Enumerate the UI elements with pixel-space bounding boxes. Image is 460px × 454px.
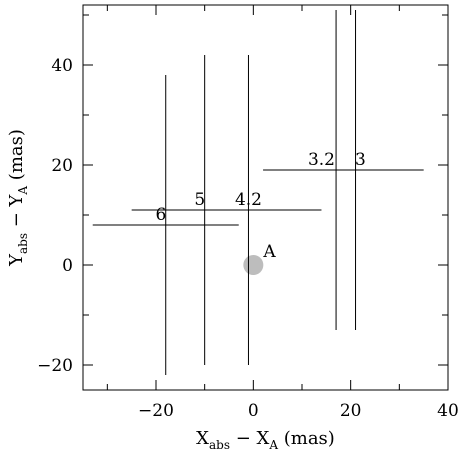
x-tick-label: 40 [437,401,459,421]
plot-area: A 6 5 4.2 3.2 3 [92,10,424,375]
data-label: 3 [355,150,366,170]
y-tick-label: 40 [51,56,73,76]
data-label: 6 [155,205,166,225]
y-tick-label: 20 [51,156,73,176]
y-axis-label: Yabs − YA (mas) [6,129,30,267]
data-label: 4.2 [235,190,262,210]
y-tick-label: −20 [37,356,73,376]
axes: −20 0 20 40 −20 0 20 40 [37,4,459,421]
data-label: 3.2 [308,150,335,170]
y-tick-label: 0 [62,256,73,276]
plot-frame [82,4,449,391]
x-axis-label: Xabs − XA (mas) [196,428,335,452]
reference-point-A [243,255,264,275]
x-tick-label: 20 [340,401,362,421]
reference-point-label: A [262,242,276,262]
x-tick-label: 0 [248,401,259,421]
data-label: 5 [194,190,205,210]
x-tick-label: −20 [138,401,174,421]
